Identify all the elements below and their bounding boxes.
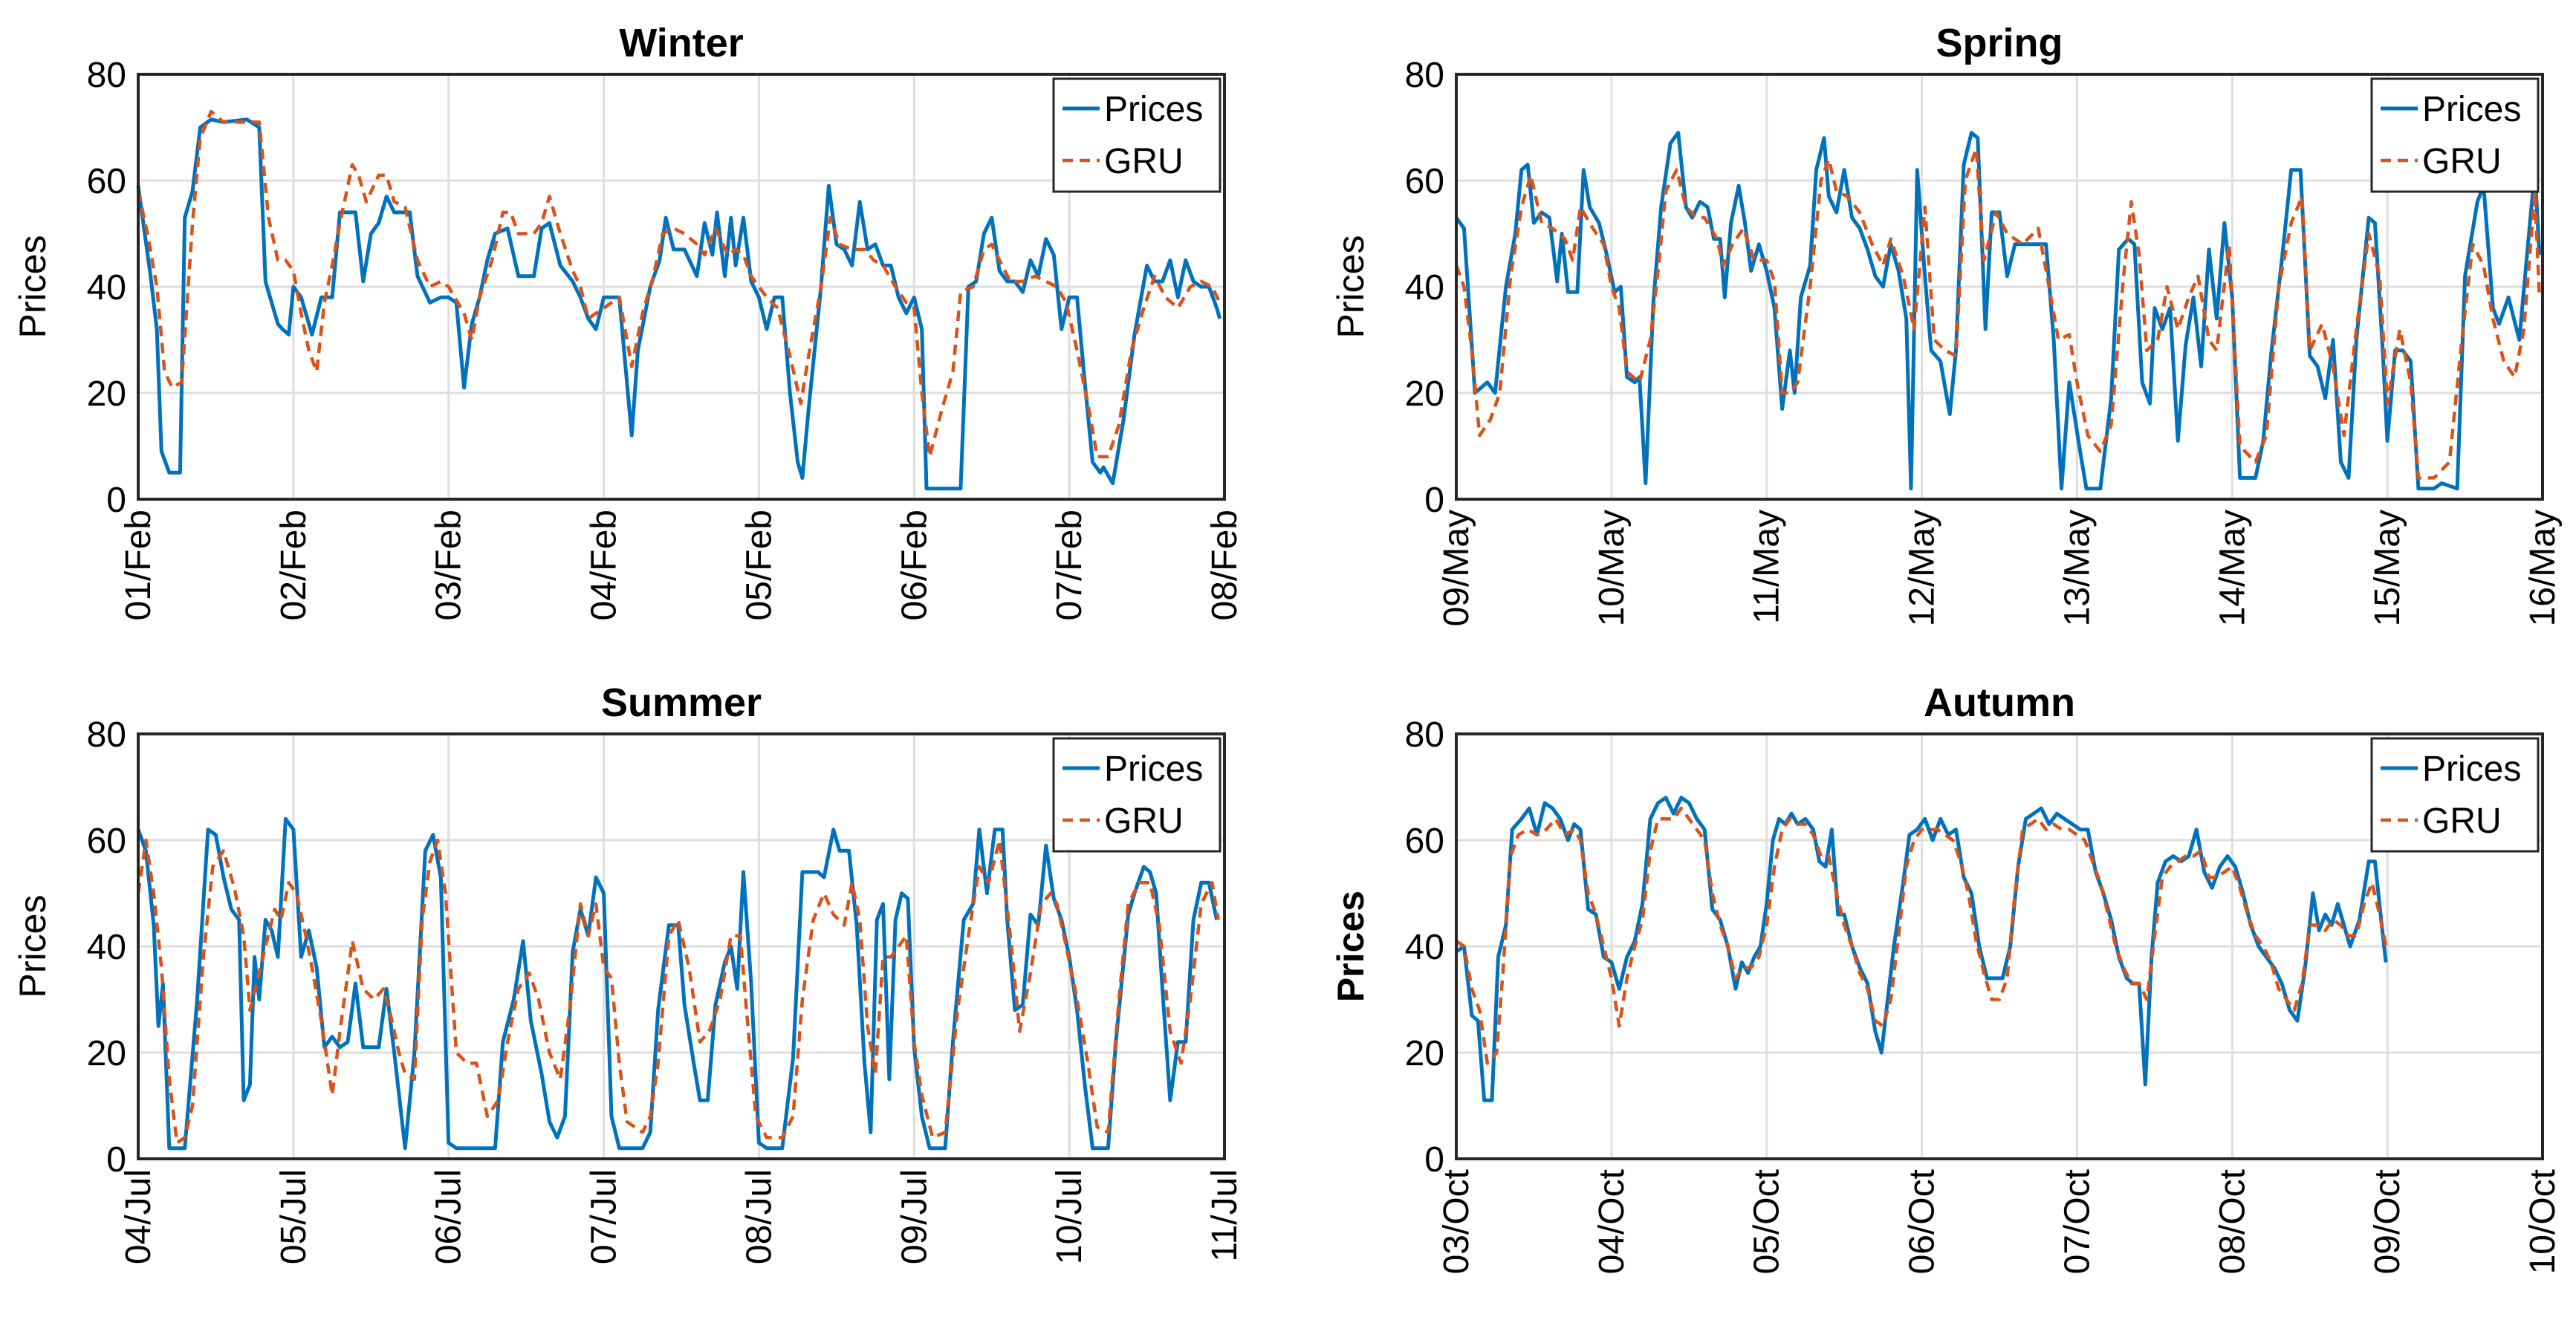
series-line-prices <box>1455 796 2388 1102</box>
x-tick-label: 11/Jul <box>1205 1169 1245 1262</box>
x-tick-label: 15/May <box>2368 510 2407 626</box>
y-tick-label: 0 <box>106 1140 126 1180</box>
y-axis-label: Prices <box>12 235 53 339</box>
y-tick-label: 20 <box>87 374 126 414</box>
y-tick-label: 40 <box>87 268 126 308</box>
y-axis-label: Prices <box>1330 235 1372 339</box>
y-tick-label: 20 <box>87 1034 126 1073</box>
y-tick-label: 20 <box>1405 374 1444 414</box>
chart-panel-spring: 0 20 40 60 80 09/May 10/May 11/May 12/May 13/May 1… <box>1330 21 2563 626</box>
legend-label-gru: GRU <box>1104 142 1184 181</box>
x-tick-label: 08/Jul <box>739 1169 779 1264</box>
x-tick-label: 04/Oct <box>1592 1169 1632 1274</box>
y-tick-label: 0 <box>1424 481 1444 520</box>
x-tick-label: 10/Oct <box>2523 1169 2563 1274</box>
y-tick-label: 20 <box>1405 1034 1444 1073</box>
legend-label-gru: GRU <box>2422 802 2502 841</box>
x-tick-label: 04/Feb <box>585 510 624 620</box>
legend-label-gru: GRU <box>1104 802 1184 841</box>
legend-box <box>2370 77 2540 193</box>
x-tick-label: 08/Oct <box>2213 1169 2252 1274</box>
y-tick-label: 60 <box>1405 162 1444 201</box>
x-tick-label: 12/May <box>1903 510 1942 626</box>
x-tick-label: 14/May <box>2213 510 2252 626</box>
y-tick-label: 60 <box>87 822 126 861</box>
x-tick-label: 02/Feb <box>274 510 314 620</box>
x-tick-label: 04/Jul <box>119 1169 158 1264</box>
y-axis-label: Prices <box>12 895 53 998</box>
legend: Prices GRU <box>1052 737 1222 853</box>
x-tick-label: 10/May <box>1592 510 1632 626</box>
chart-panel-summer: 0 20 40 60 80 04/Jul 05/Jul 06/Jul 07/Jul 08/Jul 0… <box>12 680 1245 1264</box>
series-line-gru <box>136 838 1220 1145</box>
x-tick-label: 07/Oct <box>2057 1169 2097 1274</box>
x-tick-label: 08/Feb <box>1205 510 1245 620</box>
chart-title: Winter <box>619 21 744 65</box>
chart-title: Autumn <box>1924 680 2075 725</box>
x-tick-label: 09/May <box>1437 510 1476 626</box>
legend-label-prices: Prices <box>2422 750 2521 789</box>
legend-box <box>1052 737 1222 853</box>
series-line-gru <box>1454 146 2542 480</box>
x-tick-label: 07/Feb <box>1050 510 1089 620</box>
legend-box <box>1052 77 1222 193</box>
series-line-prices <box>136 117 1222 491</box>
y-tick-label: 0 <box>1424 1140 1444 1180</box>
legend: Prices GRU <box>1052 77 1222 193</box>
legend-box <box>2370 737 2540 853</box>
axes-frame <box>137 73 1226 501</box>
x-tick-label: 09/Jul <box>895 1169 934 1264</box>
x-tick-label: 05/Oct <box>1748 1169 1787 1274</box>
y-tick-label: 60 <box>1405 822 1444 861</box>
x-tick-label: 13/May <box>2057 510 2097 626</box>
axes-frame <box>1455 73 2544 501</box>
y-tick-label: 40 <box>1405 928 1444 967</box>
series-line-prices <box>1454 131 2542 491</box>
x-tick-label: 06/Jul <box>429 1169 469 1264</box>
x-tick-label: 06/Oct <box>1903 1169 1942 1274</box>
axes-frame <box>137 732 1226 1160</box>
y-tick-label: 80 <box>1405 56 1444 95</box>
legend-label-prices: Prices <box>2422 90 2521 129</box>
chart-panel-autumn: 0 20 40 60 80 03/Oct 04/Oct 05/Oct 06/Oct 07/Oct 0… <box>1330 680 2563 1274</box>
x-tick-label: 01/Feb <box>119 510 158 620</box>
y-tick-label: 80 <box>87 56 126 95</box>
y-tick-label: 40 <box>87 928 126 967</box>
y-tick-label: 40 <box>1405 268 1444 308</box>
chart-title: Spring <box>1936 21 2063 65</box>
chart-title: Summer <box>601 680 762 725</box>
x-tick-label: 03/Feb <box>429 510 469 620</box>
series-line-prices <box>136 816 1219 1151</box>
y-tick-label: 60 <box>87 162 126 201</box>
x-tick-label: 05/Jul <box>274 1169 314 1264</box>
chart-panel-winter: 0 20 40 60 80 01/Feb 02/Feb 03/Feb 04/Feb 05/Feb 0… <box>12 21 1245 620</box>
legend-label-prices: Prices <box>1104 750 1203 789</box>
y-tick-label: 80 <box>87 715 126 755</box>
x-tick-label: 09/Oct <box>2368 1169 2407 1274</box>
legend-label-gru: GRU <box>2422 142 2502 181</box>
series-line-gru <box>1455 806 2388 1065</box>
y-axis-label: Prices <box>1330 891 1372 1002</box>
x-tick-label: 11/May <box>1748 510 1787 624</box>
x-tick-label: 05/Feb <box>739 510 779 620</box>
legend: Prices GRU <box>2370 77 2540 193</box>
y-tick-label: 80 <box>1405 715 1444 755</box>
legend: Prices GRU <box>2370 737 2540 853</box>
x-tick-label: 16/May <box>2523 510 2563 626</box>
y-tick-label: 0 <box>106 481 126 520</box>
x-tick-label: 10/Jul <box>1050 1169 1089 1264</box>
x-tick-label: 03/Oct <box>1437 1169 1476 1274</box>
x-tick-label: 06/Feb <box>895 510 934 620</box>
axes-frame <box>1455 732 2544 1160</box>
x-tick-label: 07/Jul <box>585 1169 624 1264</box>
legend-label-prices: Prices <box>1104 90 1203 129</box>
series-line-gru <box>136 109 1222 459</box>
